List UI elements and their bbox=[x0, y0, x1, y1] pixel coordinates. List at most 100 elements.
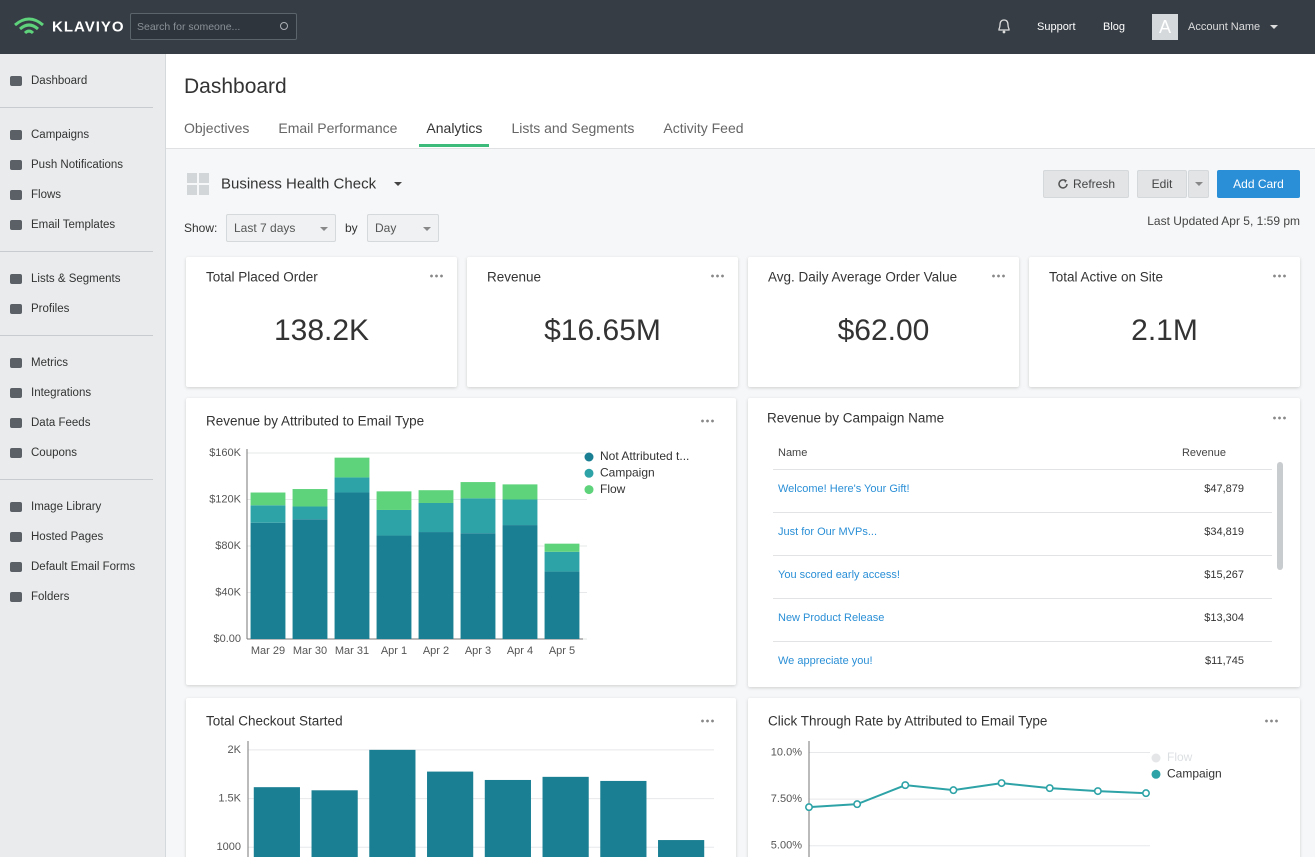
sidebar-item[interactable]: Metrics bbox=[31, 357, 69, 369]
sidebar-item[interactable]: Campaigns bbox=[31, 129, 90, 141]
legend-label[interactable]: Campaign bbox=[1167, 766, 1222, 780]
legend-marker[interactable] bbox=[584, 452, 594, 462]
sidebar-item[interactable]: Lists & Segments bbox=[31, 273, 121, 285]
avatar[interactable]: A bbox=[1152, 14, 1178, 40]
sidebar-item[interactable]: Data Feeds bbox=[31, 417, 91, 429]
sidebar-item[interactable]: Dashboard bbox=[31, 75, 88, 87]
legend-label[interactable]: Not Attributed t... bbox=[600, 449, 689, 463]
campaign-link[interactable]: You scored early access! bbox=[778, 569, 900, 581]
card-menu[interactable] bbox=[1264, 719, 1278, 723]
refresh-button[interactable]: Refresh bbox=[1043, 170, 1129, 198]
chart-title: Total Checkout Started bbox=[206, 713, 343, 729]
sidebar-item[interactable]: Push Notifications bbox=[31, 159, 124, 171]
bar-segment bbox=[292, 506, 328, 520]
kpi-value: 2.1M bbox=[1131, 314, 1198, 347]
card-menu[interactable] bbox=[700, 719, 714, 723]
search-box[interactable]: Search for someone... bbox=[130, 13, 297, 40]
card-menu[interactable] bbox=[429, 274, 443, 278]
card-menu[interactable] bbox=[1272, 274, 1286, 278]
bar-segment bbox=[376, 535, 412, 639]
revenue-cell: $15,267 bbox=[1204, 569, 1244, 581]
dashboard-name[interactable]: Business Health Check bbox=[221, 175, 377, 193]
bar-segment bbox=[376, 491, 412, 510]
interval-caret bbox=[423, 227, 431, 231]
sidebar-item[interactable]: Coupons bbox=[31, 447, 78, 459]
edit-button[interactable]: Edit bbox=[1137, 170, 1187, 198]
bar-segment bbox=[460, 533, 496, 639]
kpi-card: Total Placed Order 138.2K bbox=[186, 257, 457, 387]
tab[interactable]: Activity Feed bbox=[663, 120, 744, 136]
campaign-link[interactable]: New Product Release bbox=[778, 612, 885, 624]
chart-card: Click Through Rate by Attributed to Emai… bbox=[748, 698, 1300, 857]
tab[interactable]: Objectives bbox=[184, 120, 250, 136]
row-divider bbox=[773, 512, 1272, 513]
line bbox=[808, 782, 1147, 809]
range-caret bbox=[320, 227, 328, 231]
sidebar-item[interactable]: Email Templates bbox=[31, 219, 116, 231]
legend-label[interactable]: Flow bbox=[600, 482, 626, 496]
sidebar-icon bbox=[10, 592, 22, 602]
sidebar-icon bbox=[10, 130, 22, 140]
x-tick-label: Mar 31 bbox=[335, 645, 369, 657]
card-menu[interactable] bbox=[1272, 416, 1286, 420]
bar-segment bbox=[460, 482, 496, 499]
bar-segment bbox=[502, 525, 538, 639]
bar-segment bbox=[544, 551, 580, 572]
campaign-link[interactable]: Welcome! Here's Your Gift! bbox=[778, 483, 910, 495]
y-tick-label: 5.00% bbox=[771, 840, 802, 852]
y-tick-label: 10.0% bbox=[771, 746, 802, 758]
sidebar-item[interactable]: Default Email Forms bbox=[31, 561, 136, 573]
bar-segment bbox=[418, 490, 454, 503]
bar-segment bbox=[334, 477, 370, 493]
legend-marker[interactable] bbox=[584, 468, 594, 478]
edit-label: Edit bbox=[1151, 177, 1173, 191]
interval-select[interactable]: Day bbox=[367, 214, 439, 242]
sidebar-icon bbox=[10, 274, 22, 284]
card-menu[interactable] bbox=[700, 419, 714, 423]
row-divider bbox=[773, 598, 1272, 599]
sidebar-item[interactable]: Folders bbox=[31, 591, 70, 603]
add-card-label: Add Card bbox=[1233, 177, 1284, 191]
search-icon bbox=[280, 22, 288, 30]
sidebar-item[interactable]: Profiles bbox=[31, 303, 70, 315]
bar bbox=[542, 776, 589, 857]
card-menu[interactable] bbox=[710, 274, 724, 278]
bell-icon[interactable] bbox=[997, 18, 1011, 34]
sidebar-item[interactable]: Flows bbox=[31, 189, 62, 201]
tab[interactable]: Lists and Segments bbox=[511, 120, 635, 136]
scrollbar[interactable] bbox=[1277, 462, 1283, 570]
campaign-link[interactable]: We appreciate you! bbox=[778, 655, 873, 667]
tab[interactable]: Email Performance bbox=[278, 120, 398, 136]
bar-segment bbox=[502, 499, 538, 526]
legend-label[interactable]: Campaign bbox=[600, 465, 655, 479]
sidebar-item[interactable]: Image Library bbox=[31, 501, 102, 513]
table-card: Revenue by Campaign Name Name Revenue Welco… bbox=[748, 398, 1300, 687]
add-card-button[interactable]: Add Card bbox=[1217, 170, 1300, 198]
revenue-cell: $13,304 bbox=[1204, 612, 1244, 624]
legend-marker[interactable] bbox=[1151, 769, 1161, 779]
sidebar-item[interactable]: Integrations bbox=[31, 387, 92, 399]
point bbox=[1045, 784, 1054, 793]
kpi-value: 138.2K bbox=[273, 314, 370, 347]
chart: $0.00 $40K $80K $120K $160K Mar 29 Mar 30 Mar 3… bbox=[209, 447, 689, 657]
legend-label[interactable]: Flow bbox=[1167, 750, 1193, 764]
edit-menu-button[interactable] bbox=[1188, 170, 1209, 198]
campaign-link[interactable]: Just for Our MVPs... bbox=[778, 526, 878, 538]
y-tick-label: 7.50% bbox=[771, 793, 802, 805]
y-tick-label: $120K bbox=[209, 493, 241, 505]
account-name[interactable]: Account Name bbox=[1188, 21, 1261, 33]
point bbox=[901, 781, 910, 790]
bar bbox=[484, 779, 531, 857]
y-tick-label: 2K bbox=[228, 744, 242, 756]
x-tick-label: Mar 29 bbox=[251, 645, 285, 657]
support-link[interactable]: Support bbox=[1037, 21, 1076, 33]
legend-marker[interactable] bbox=[584, 485, 594, 495]
legend-marker[interactable] bbox=[1151, 753, 1161, 763]
tab[interactable]: Analytics bbox=[419, 120, 490, 147]
blog-link[interactable]: Blog bbox=[1103, 21, 1126, 33]
card-menu[interactable] bbox=[991, 274, 1005, 278]
sidebar-item[interactable]: Hosted Pages bbox=[31, 531, 104, 543]
range-select[interactable]: Last 7 days bbox=[226, 214, 336, 242]
point bbox=[949, 786, 958, 795]
